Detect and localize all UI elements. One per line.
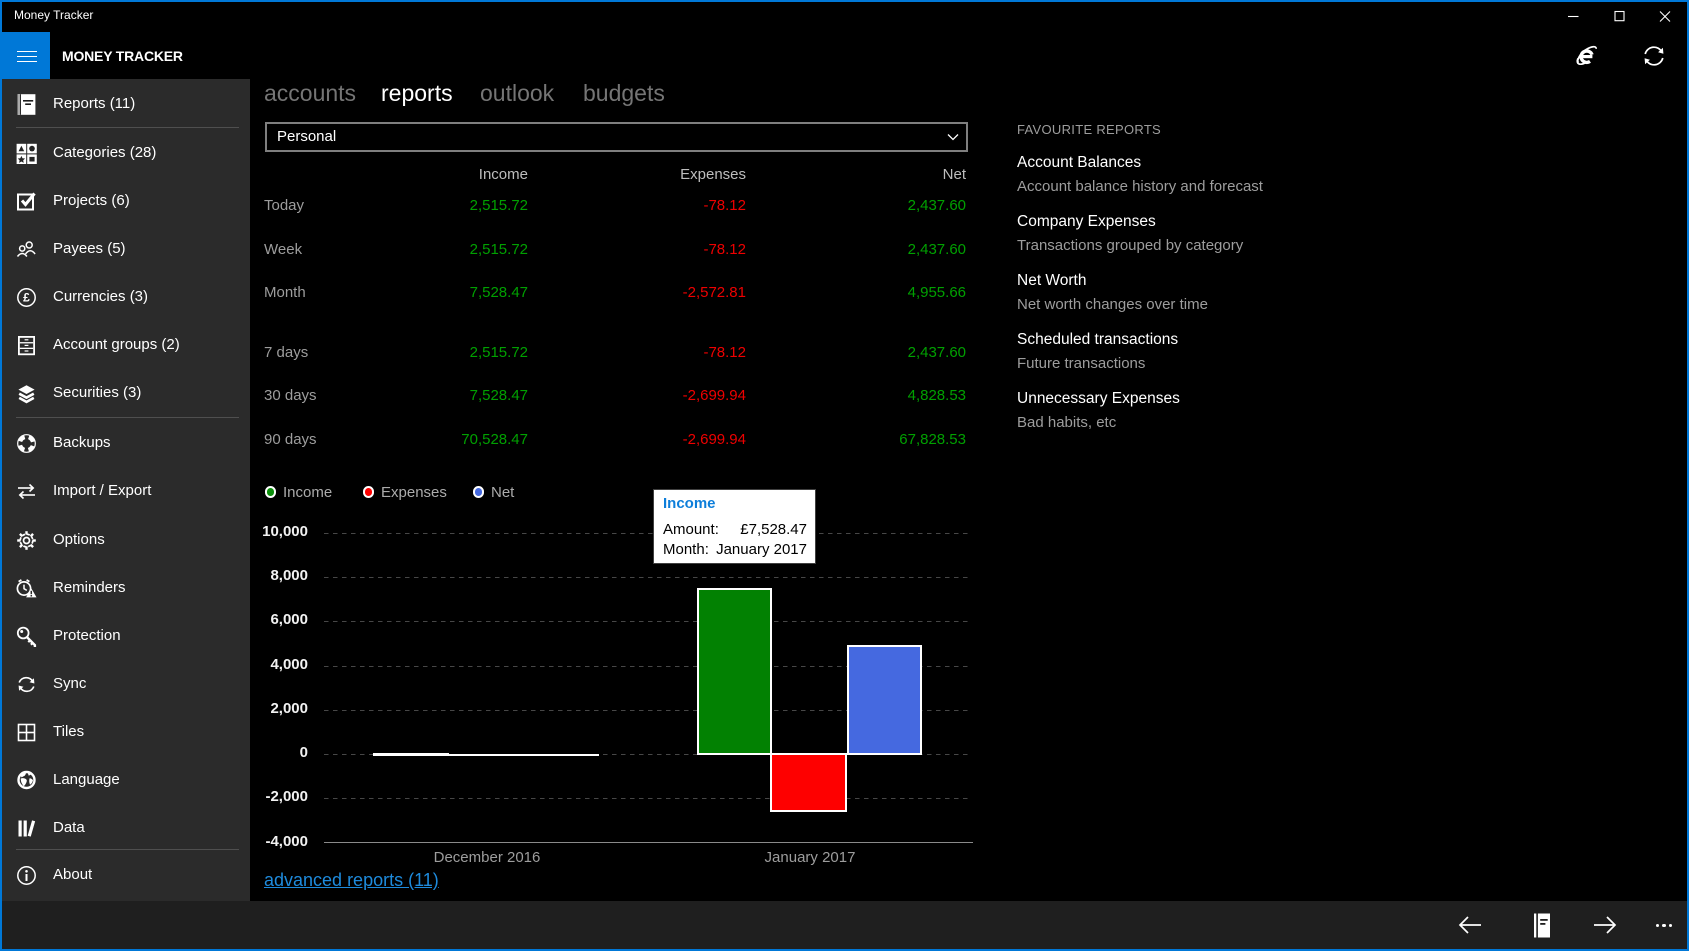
svg-text:£: £ [23, 291, 30, 305]
